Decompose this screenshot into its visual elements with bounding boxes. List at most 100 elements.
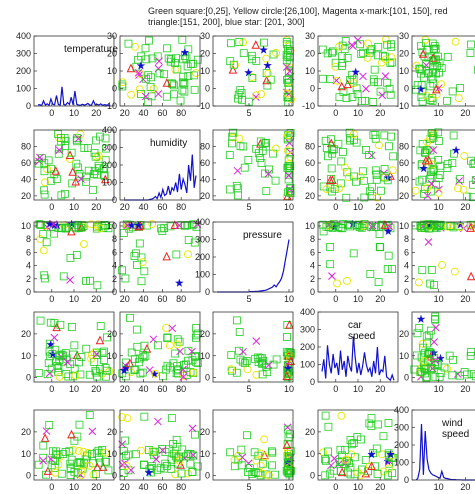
scatter-point-x-mark <box>39 456 48 465</box>
y-tick-label: 20 <box>305 191 315 201</box>
scatter-point-square <box>367 422 376 430</box>
y-tick-label: 30 <box>305 31 315 41</box>
scatter-point-square <box>42 238 51 247</box>
scatter-point-square <box>424 350 432 359</box>
panel-4-0: 0 10 20 0 10 20 <box>21 409 115 492</box>
scatter-point-square <box>228 139 236 148</box>
scatter-point-square <box>283 452 292 461</box>
scatter-point-square <box>193 462 202 471</box>
scatter-point-square <box>467 370 475 378</box>
scatter-point-square <box>83 144 92 152</box>
scatter-point-circle <box>335 184 344 193</box>
x-tick-label: 20 <box>460 202 470 212</box>
scatter-point-triangle <box>262 75 271 85</box>
scatter-point-square <box>334 139 343 148</box>
scatter-point-x-mark <box>154 90 163 98</box>
scatter-point-square <box>140 267 149 276</box>
scatter-point-square <box>236 86 245 95</box>
scatter-point-square <box>282 38 291 46</box>
scatter-point-star <box>419 163 429 173</box>
y-tick-label: 300 <box>300 325 315 335</box>
scatter-point-circle <box>252 370 261 379</box>
scatter-point-square <box>57 469 66 478</box>
panel-frame <box>119 221 201 293</box>
scatter-point-square <box>75 420 84 429</box>
scatter-point-circle <box>184 250 192 259</box>
scatter-point-square <box>353 90 362 98</box>
panel-frame <box>317 311 399 383</box>
scatter-point-square <box>343 53 352 62</box>
panel-frame <box>411 311 475 383</box>
scatter-point-square <box>380 165 389 173</box>
scatter-point-x-mark <box>430 338 438 346</box>
scatter-point-triangle <box>65 150 75 159</box>
scatter-point-star <box>367 449 377 459</box>
scatter-point-x-mark <box>381 72 390 80</box>
scatter-point-square <box>46 318 55 327</box>
scatter-point-square <box>61 136 70 145</box>
y-tick-label: 200 <box>195 252 210 262</box>
scatter-point-star <box>436 353 445 363</box>
scatter-point-triangle <box>68 167 77 176</box>
scatter-point-square <box>422 364 431 373</box>
scatter-point-square <box>145 36 153 45</box>
x-tick-label: 0 <box>333 202 338 212</box>
scatter-point-square <box>183 221 192 229</box>
scatter-point-circle <box>471 223 475 232</box>
x-tick-label: 0 <box>333 108 338 118</box>
scatter-point-square <box>174 369 182 378</box>
scatter-point-square <box>225 185 234 194</box>
scatter-point-square <box>184 72 193 80</box>
scatter-point-square <box>466 220 475 229</box>
scatter-point-square <box>47 461 56 470</box>
scatter-point-square <box>121 436 130 445</box>
scatter-point-circle <box>356 471 365 480</box>
scatter-point-square <box>467 40 475 49</box>
scatter-point-circle <box>138 258 147 267</box>
scatter-point-square <box>100 347 108 356</box>
panel-frame <box>212 409 294 481</box>
scatter-point-square <box>36 316 45 325</box>
scatter-point-square <box>103 333 111 342</box>
scatter-point-square <box>345 128 354 137</box>
scatter-point-star <box>351 67 361 76</box>
scatter-point-triangle <box>170 220 180 229</box>
scatter-point-square <box>387 42 396 51</box>
variable-label: pressure <box>243 230 282 241</box>
scatter-point-triangle <box>162 251 171 261</box>
scatter-point-square <box>66 459 75 468</box>
panel-1-3: 0 10 20 20 40 60 80 <box>305 128 399 212</box>
scatter-point-circle <box>260 452 269 461</box>
y-tick-label: 20 <box>21 329 31 339</box>
scatter-point-square <box>192 333 200 342</box>
scatter-point-square <box>369 77 378 86</box>
scatter-point-triangle <box>67 429 76 439</box>
panel-1-0: 0 10 20 20 40 60 80 <box>21 129 115 212</box>
y-tick-label: 400 <box>195 217 210 227</box>
scatter-point-square <box>133 325 141 334</box>
scatter-point-square <box>158 227 167 236</box>
scatter-point-star <box>259 45 268 54</box>
scatter-point-square <box>262 362 271 371</box>
y-tick-label: 2 <box>26 274 31 284</box>
scatter-point-square <box>132 249 140 258</box>
y-tick-label: 20 <box>200 49 210 59</box>
scatter-point-square <box>437 64 446 72</box>
scatter-point-square <box>45 421 54 429</box>
scatter-point-square <box>100 356 108 364</box>
scatter-point-square <box>448 159 457 167</box>
scatter-point-square <box>376 243 385 252</box>
scatter-point-square <box>186 450 195 458</box>
x-tick-label: 10 <box>69 384 79 394</box>
scatter-point-square <box>40 186 49 195</box>
scatter-point-circle <box>118 78 127 87</box>
scatter-point-square <box>53 362 62 371</box>
scatter-point-circle <box>454 94 463 103</box>
panel-frame <box>212 35 294 107</box>
y-tick-label: 80 <box>305 141 315 151</box>
scatter-point-square <box>45 339 54 348</box>
panel-frame <box>317 129 399 201</box>
scatter-point-square <box>434 156 443 164</box>
scatter-point-square <box>417 42 425 51</box>
